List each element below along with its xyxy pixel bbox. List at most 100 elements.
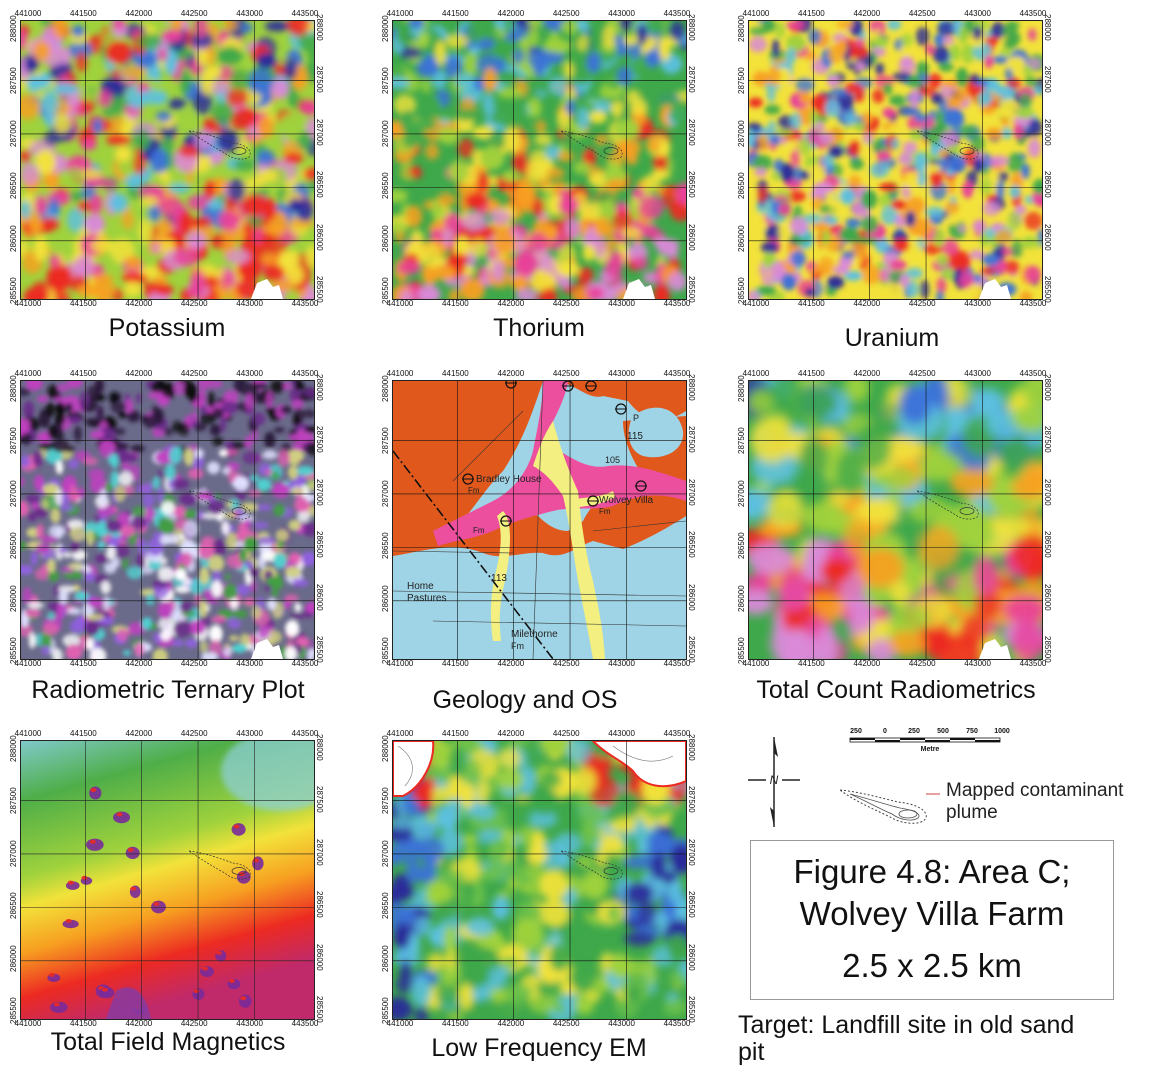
x-tick-label: 443500 — [1019, 369, 1047, 378]
y-tick-label: 286500 — [381, 892, 390, 920]
x-tick-label: 441500 — [442, 729, 469, 738]
svg-text:Fm: Fm — [511, 641, 524, 651]
y-tick-label: 285500 — [9, 997, 18, 1024]
svg-text:Home: Home — [407, 581, 434, 592]
map-magnetics — [20, 740, 315, 1020]
x-tick-label: 441000 — [386, 299, 414, 308]
map-uranium — [748, 20, 1043, 300]
y-tick-label: 286500 — [687, 531, 696, 558]
y-tick-label: 285500 — [687, 276, 696, 303]
y-tick-label: 285500 — [315, 636, 324, 663]
y-tick-label: 288000 — [315, 734, 324, 761]
scale-label-5: 1000 — [994, 728, 1010, 735]
x-tick-label: 442000 — [125, 299, 153, 308]
y-tick-label: 286500 — [9, 532, 18, 560]
y-tick-label: 287500 — [315, 786, 324, 814]
x-tick-label: 441000 — [386, 659, 414, 668]
x-tick-label: 441000 — [386, 9, 414, 18]
x-tick-label: 443000 — [964, 9, 991, 18]
x-tick-label: 442000 — [497, 299, 525, 308]
x-tick-label: 442500 — [180, 9, 208, 18]
y-tick-label: 285500 — [9, 277, 18, 304]
y-tick-label: 286500 — [9, 172, 18, 200]
y-tick-label: 287000 — [9, 840, 18, 867]
svg-text:Fm: Fm — [599, 507, 611, 516]
y-tick-label: 286500 — [315, 171, 324, 198]
y-tick-label: 287500 — [9, 427, 18, 455]
scale-unit: Metre — [920, 746, 940, 753]
y-tick-label: 285500 — [1043, 636, 1052, 663]
y-tick-label: 286000 — [315, 583, 324, 611]
caption-thorium: Thorium — [493, 314, 585, 342]
x-tick-label: 442500 — [908, 9, 936, 18]
y-tick-label: 285500 — [737, 277, 746, 304]
svg-text:P: P — [633, 413, 639, 423]
x-tick-label: 443500 — [1019, 299, 1047, 308]
x-tick-label: 442000 — [125, 659, 153, 668]
x-tick-label: 442000 — [853, 9, 881, 18]
x-tick-label: 441000 — [742, 369, 770, 378]
x-tick-label: 441000 — [14, 729, 42, 738]
y-tick-label: 285500 — [1043, 276, 1052, 303]
caption-potassium: Potassium — [108, 314, 226, 342]
x-tick-label: 441500 — [70, 729, 97, 738]
y-tick-label: 287500 — [381, 67, 390, 95]
map-geology: Bradley House Fm Wolvey Villa Fm Home Pasture… — [392, 380, 687, 660]
y-tick-label: 286000 — [9, 224, 18, 252]
potassium-field — [21, 21, 314, 299]
x-tick-label: 441500 — [798, 299, 825, 308]
y-tick-label: 285500 — [381, 997, 390, 1024]
x-tick-label: 442500 — [552, 729, 580, 738]
x-tick-label: 442000 — [125, 729, 153, 738]
y-tick-label: 287500 — [687, 426, 696, 454]
caption-em: Low Frequency EM — [431, 1034, 647, 1062]
x-tick-label: 443000 — [608, 299, 635, 308]
y-tick-label: 286000 — [737, 584, 746, 612]
x-tick-label: 442500 — [180, 1019, 208, 1028]
figure-title-box: Figure 4.8: Area C; Wolvey Villa Farm 2.… — [750, 840, 1114, 1000]
x-tick-label: 441500 — [442, 1019, 469, 1028]
y-tick-label: 286500 — [381, 172, 390, 200]
plume-legend-swatch — [926, 793, 940, 795]
y-tick-label: 287000 — [1043, 118, 1052, 146]
svg-text:Fm: Fm — [473, 526, 485, 535]
x-tick-label: 442500 — [908, 299, 936, 308]
y-tick-label: 288000 — [9, 15, 18, 42]
y-tick-label: 287000 — [381, 840, 390, 867]
x-tick-label: 441500 — [442, 299, 469, 308]
x-tick-label: 442500 — [180, 369, 208, 378]
x-tick-label: 442500 — [552, 1019, 580, 1028]
x-tick-label: 441000 — [14, 1019, 42, 1028]
x-tick-label: 441000 — [742, 299, 770, 308]
x-tick-label: 441000 — [14, 299, 42, 308]
y-tick-label: 287000 — [315, 478, 324, 506]
x-tick-label: 441000 — [386, 1019, 414, 1028]
x-tick-label: 441000 — [14, 9, 42, 18]
x-tick-label: 441500 — [798, 9, 825, 18]
y-tick-label: 287500 — [687, 786, 696, 814]
x-tick-label: 442500 — [180, 299, 208, 308]
x-tick-label: 441500 — [70, 1019, 97, 1028]
x-tick-label: 443000 — [964, 659, 991, 668]
y-tick-label: 288000 — [737, 375, 746, 402]
y-tick-label: 287000 — [687, 838, 696, 866]
y-tick-label: 285500 — [315, 276, 324, 303]
x-tick-label: 443500 — [1019, 9, 1047, 18]
y-tick-label: 287000 — [737, 480, 746, 507]
y-tick-label: 287000 — [315, 118, 324, 146]
magnetics-field — [21, 741, 314, 1019]
y-tick-label: 287000 — [381, 480, 390, 507]
x-tick-label: 441500 — [70, 659, 97, 668]
svg-text:Milethorne: Milethorne — [511, 629, 558, 640]
svg-text:Wolvey Villa: Wolvey Villa — [599, 495, 654, 506]
x-tick-label: 443000 — [964, 299, 991, 308]
y-tick-label: 288000 — [687, 14, 696, 41]
x-tick-label: 442000 — [497, 729, 525, 738]
x-tick-label: 441000 — [386, 369, 414, 378]
svg-text:Fm: Fm — [468, 486, 480, 495]
x-tick-label: 443500 — [663, 729, 691, 738]
x-tick-label: 443500 — [291, 1019, 319, 1028]
caption-magnetics: Total Field Magnetics — [50, 1028, 286, 1056]
figure-title-line2: Wolvey Villa Farm — [799, 895, 1065, 932]
svg-text:115: 115 — [627, 431, 643, 442]
